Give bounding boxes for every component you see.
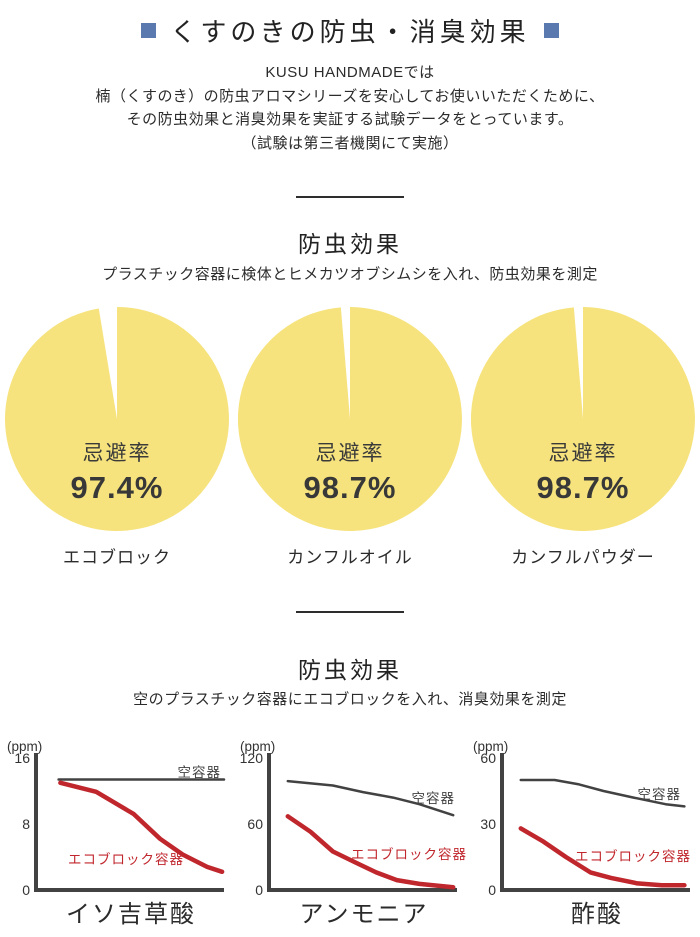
y-axis-unit-label: (ppm) xyxy=(7,739,42,754)
pie-ecoblock-center-text: 忌避率 97.4% xyxy=(0,437,234,506)
y-tick-label: 0 xyxy=(488,882,496,897)
ecoblock-container-line xyxy=(58,780,225,875)
acetic-acid-title: 酢酸 xyxy=(571,901,623,928)
repellency-rate-label: 忌避率 xyxy=(548,442,618,465)
y-tick-label: 16 xyxy=(14,750,30,766)
pie-slice xyxy=(4,307,229,531)
ecoblock-container-line-label: エコブロック容器 xyxy=(351,846,467,862)
page-title: くすのきの防虫・消臭効果 xyxy=(170,17,530,47)
repellency-rate-value: 97.4% xyxy=(70,470,164,505)
page-header: くすのきの防虫・消臭効果 xyxy=(0,12,700,49)
intro-line-1: KUSU HANDMADEでは xyxy=(265,64,435,81)
section1-title: 防虫効果 xyxy=(298,231,402,257)
empty-container-line-label: 空容器 xyxy=(178,764,222,780)
repellency-rate-label: 忌避率 xyxy=(82,442,152,465)
ecoblock-container-line-label: エコブロック容器 xyxy=(575,848,691,864)
pie-ecoblock-title: エコブロック xyxy=(63,548,171,567)
y-tick-label: 0 xyxy=(255,882,263,897)
ecoblock-container-line xyxy=(518,826,687,888)
y-axis-unit-label: (ppm) xyxy=(473,739,508,754)
ecoblock-container-line-label: エコブロック容器 xyxy=(68,851,184,867)
y-tick-label: 60 xyxy=(480,750,496,766)
y-axis-unit-label: (ppm) xyxy=(240,739,275,754)
pie-camphor-powder-center-text: 忌避率 98.7% xyxy=(466,437,700,506)
intro-paragraph: KUSU HANDMADEでは 楠（くすのき）の防虫アロマシリーズを安心してお使… xyxy=(0,61,700,155)
y-tick-label: 30 xyxy=(480,816,496,832)
repellency-rate-value: 98.7% xyxy=(536,470,630,505)
y-tick-label: 60 xyxy=(247,816,263,832)
isovaleric-acid-title: イソ吉草酸 xyxy=(66,901,196,928)
repellency-rate-value: 98.7% xyxy=(303,470,397,505)
section-divider-1 xyxy=(296,196,404,198)
ammonia-title: アンモニア xyxy=(299,901,429,928)
empty-container-line xyxy=(286,779,455,817)
acetic-acid-plot: 60 30 0 (ppm) 空容器エコブロック容器 xyxy=(466,733,700,898)
title-square-left-icon xyxy=(141,23,157,38)
pie-chart-camphor-oil: 忌避率 98.7% カンフルオイル xyxy=(233,300,467,572)
title-square-right-icon xyxy=(543,23,559,38)
repellency-rate-label: 忌避率 xyxy=(315,442,385,465)
y-tick-label: 8 xyxy=(22,816,30,832)
pie-chart-camphor-powder: 忌避率 98.7% カンフルパウダー xyxy=(466,300,700,572)
ecoblock-container-line xyxy=(285,814,456,890)
empty-container-line xyxy=(519,778,686,808)
y-tick-label: 0 xyxy=(22,882,30,897)
line-chart-isovaleric-acid: 16 8 0 (ppm) 空容器エコブロック容器 イソ吉草酸 xyxy=(0,733,234,937)
y-tick-label: 120 xyxy=(240,750,264,766)
line-chart-ammonia: 120 60 0 (ppm) 空容器エコブロック容器 アンモニア xyxy=(233,733,467,937)
intro-line-3: その防虫効果と消臭効果を実証する試験データをとっています。 xyxy=(126,111,574,128)
section1-subtitle: プラスチック容器に検体とヒメカツオブシムシを入れ、防虫効果を測定 xyxy=(102,266,598,283)
intro-line-2: 楠（くすのき）の防虫アロマシリーズを安心してお使いいただくために、 xyxy=(95,87,605,105)
line-chart-acetic-acid: 60 30 0 (ppm) 空容器エコブロック容器 酢酸 xyxy=(466,733,700,937)
isovaleric-acid-plot: 16 8 0 (ppm) 空容器エコブロック容器 xyxy=(0,733,234,898)
pie-camphor-powder-title: カンフルパウダー xyxy=(511,548,655,567)
section2-subtitle: 空のプラスチック容器にエコブロックを入れ、消臭効果を測定 xyxy=(133,691,567,708)
intro-line-4: （試験は第三者機関にて実施） xyxy=(241,134,459,152)
pie-camphor-oil-title: カンフルオイル xyxy=(287,548,413,567)
pie-slice xyxy=(470,307,695,531)
section2-title: 防虫効果 xyxy=(298,657,402,683)
pie-ecoblock-graphic xyxy=(4,307,229,531)
empty-container-line-label: 空容器 xyxy=(412,790,456,806)
empty-container-line-label: 空容器 xyxy=(638,786,682,802)
ammonia-plot: 120 60 0 (ppm) 空容器エコブロック容器 xyxy=(233,733,467,898)
pie-camphor-powder-graphic xyxy=(470,307,695,531)
section-divider-2 xyxy=(296,611,404,613)
pie-camphor-oil-center-text: 忌避率 98.7% xyxy=(233,437,467,506)
pie-slice xyxy=(237,307,462,531)
pie-chart-ecoblock: 忌避率 97.4% エコブロック xyxy=(0,300,234,572)
pie-camphor-oil-graphic xyxy=(237,307,462,531)
